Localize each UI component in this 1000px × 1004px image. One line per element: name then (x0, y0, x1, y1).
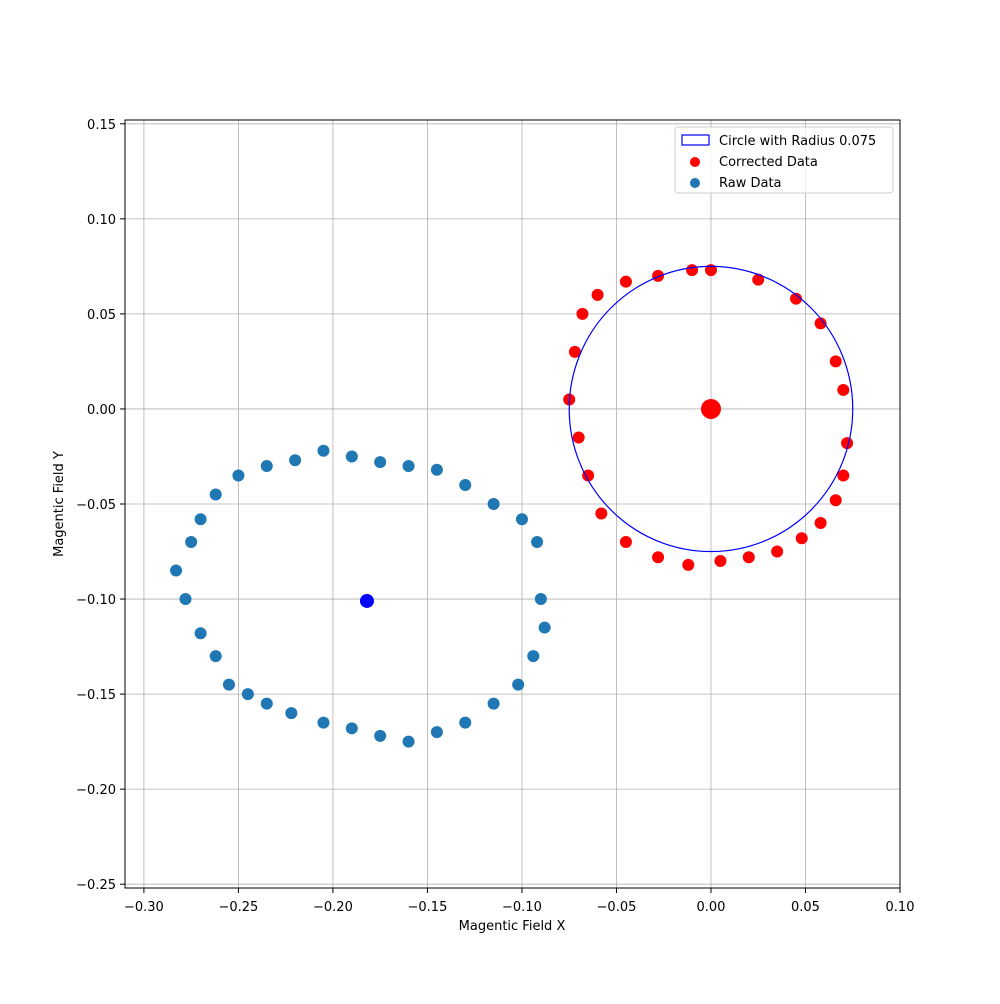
legend-label: Circle with Radius 0.075 (719, 134, 876, 149)
x-tick-label: 0.10 (886, 900, 915, 915)
raw-data-point (232, 469, 245, 482)
x-tick-label: −0.25 (218, 900, 258, 915)
corrected-data-point (829, 355, 842, 368)
raw-data-point (402, 735, 415, 748)
corrected-data-point (595, 507, 608, 520)
raw-data-point (512, 678, 525, 691)
corrected-data-point (771, 545, 784, 558)
corrected-data-point (752, 273, 765, 286)
x-tick-label: 0.00 (696, 900, 725, 915)
x-tick-label: 0.05 (791, 900, 820, 915)
y-tick-label: −0.25 (76, 878, 116, 893)
y-tick-label: −0.10 (76, 593, 116, 608)
corrected-data-point (714, 555, 727, 568)
raw-data-point (515, 513, 528, 526)
legend-marker-swatch (690, 178, 700, 188)
corrected-data-point (841, 437, 854, 450)
corrected-data-point (686, 264, 699, 277)
legend-marker-swatch (690, 157, 700, 167)
corrected-data-point (704, 264, 717, 277)
raw-data-point (185, 536, 198, 549)
corrected-data-point (591, 288, 604, 301)
x-tick-label: −0.05 (597, 900, 637, 915)
corrected-data-point (582, 469, 595, 482)
y-tick-label: 0.10 (87, 213, 116, 228)
raw-data-point (289, 454, 302, 467)
raw-data-point (459, 478, 472, 491)
corrected-data-point (790, 292, 803, 305)
raw-data-point (170, 564, 183, 577)
raw-data-point (241, 688, 254, 701)
corrected-data-point (572, 431, 585, 444)
raw-data-point (487, 498, 500, 510)
legend: Circle with Radius 0.075 Corrected Data Ra… (674, 126, 894, 194)
raw-data-point (222, 678, 235, 691)
raw-data-point (317, 444, 330, 457)
corrected-data-point (576, 307, 589, 320)
corrected-data-point (619, 275, 632, 288)
raw-center-marker (359, 593, 374, 608)
y-tick-label: −0.15 (76, 688, 116, 703)
raw-data-point (402, 459, 415, 472)
legend-label: Raw Data (719, 176, 782, 191)
corrected-data-point (814, 317, 827, 330)
reference-circle (568, 265, 854, 553)
raw-data-point (194, 627, 207, 640)
corrected-data-point (682, 558, 695, 571)
raw-data-point (209, 650, 222, 663)
corrected-data-point (652, 269, 665, 282)
x-tick-label: −0.15 (408, 900, 448, 915)
y-tick-label: −0.20 (76, 783, 116, 798)
corrected-data-point (652, 551, 665, 564)
raw-data-point (317, 716, 330, 729)
raw-data-point (209, 488, 222, 501)
corrected-data-point (619, 536, 632, 549)
corrected-data-series (563, 264, 854, 571)
raw-data-point (534, 593, 547, 606)
corrected-data-point (795, 532, 808, 545)
corrected-center-marker (700, 398, 721, 419)
raw-data-point (260, 697, 273, 710)
legend-label: Corrected Data (719, 155, 818, 170)
raw-data-point (527, 650, 540, 663)
y-tick-label: 0.00 (87, 403, 116, 418)
corrected-data-point (829, 494, 842, 507)
corrected-data-point (837, 383, 850, 396)
corrected-data-point (814, 517, 827, 530)
legend-circle-swatch (681, 134, 710, 146)
raw-data-point (260, 459, 273, 472)
y-tick-label: −0.05 (76, 498, 116, 513)
raw-data-point (430, 463, 443, 476)
raw-data-point (430, 726, 443, 739)
y-tick-label: 0.05 (87, 308, 116, 323)
x-tick-label: −0.10 (502, 900, 542, 915)
raw-data-point (531, 536, 544, 549)
raw-data-point (538, 621, 551, 634)
corrected-data-point (742, 551, 755, 564)
y-axis-label: Magentic Field Y (52, 451, 67, 557)
x-tick-label: −0.20 (313, 900, 353, 915)
corrected-data-point (837, 469, 850, 482)
axis-ticks: −0.30 −0.25 −0.20 −0.15 −0.10 −0.05 0.00 0.05 0.… (76, 118, 914, 915)
raw-data-point (459, 716, 472, 729)
raw-data-point (374, 456, 387, 469)
raw-data-point (345, 450, 358, 463)
raw-data-point (487, 697, 500, 710)
legend-box (674, 126, 894, 194)
x-axis-label: Magentic Field X (459, 919, 566, 934)
raw-data-point (179, 593, 192, 606)
raw-data-point (345, 722, 358, 735)
plot-data (170, 264, 854, 748)
raw-data-point (194, 513, 207, 526)
x-tick-label: −0.30 (124, 900, 164, 915)
raw-data-point (285, 707, 298, 720)
y-tick-label: 0.15 (87, 118, 116, 133)
raw-data-series (170, 444, 551, 748)
corrected-data-point (568, 345, 581, 358)
raw-data-point (374, 729, 387, 742)
